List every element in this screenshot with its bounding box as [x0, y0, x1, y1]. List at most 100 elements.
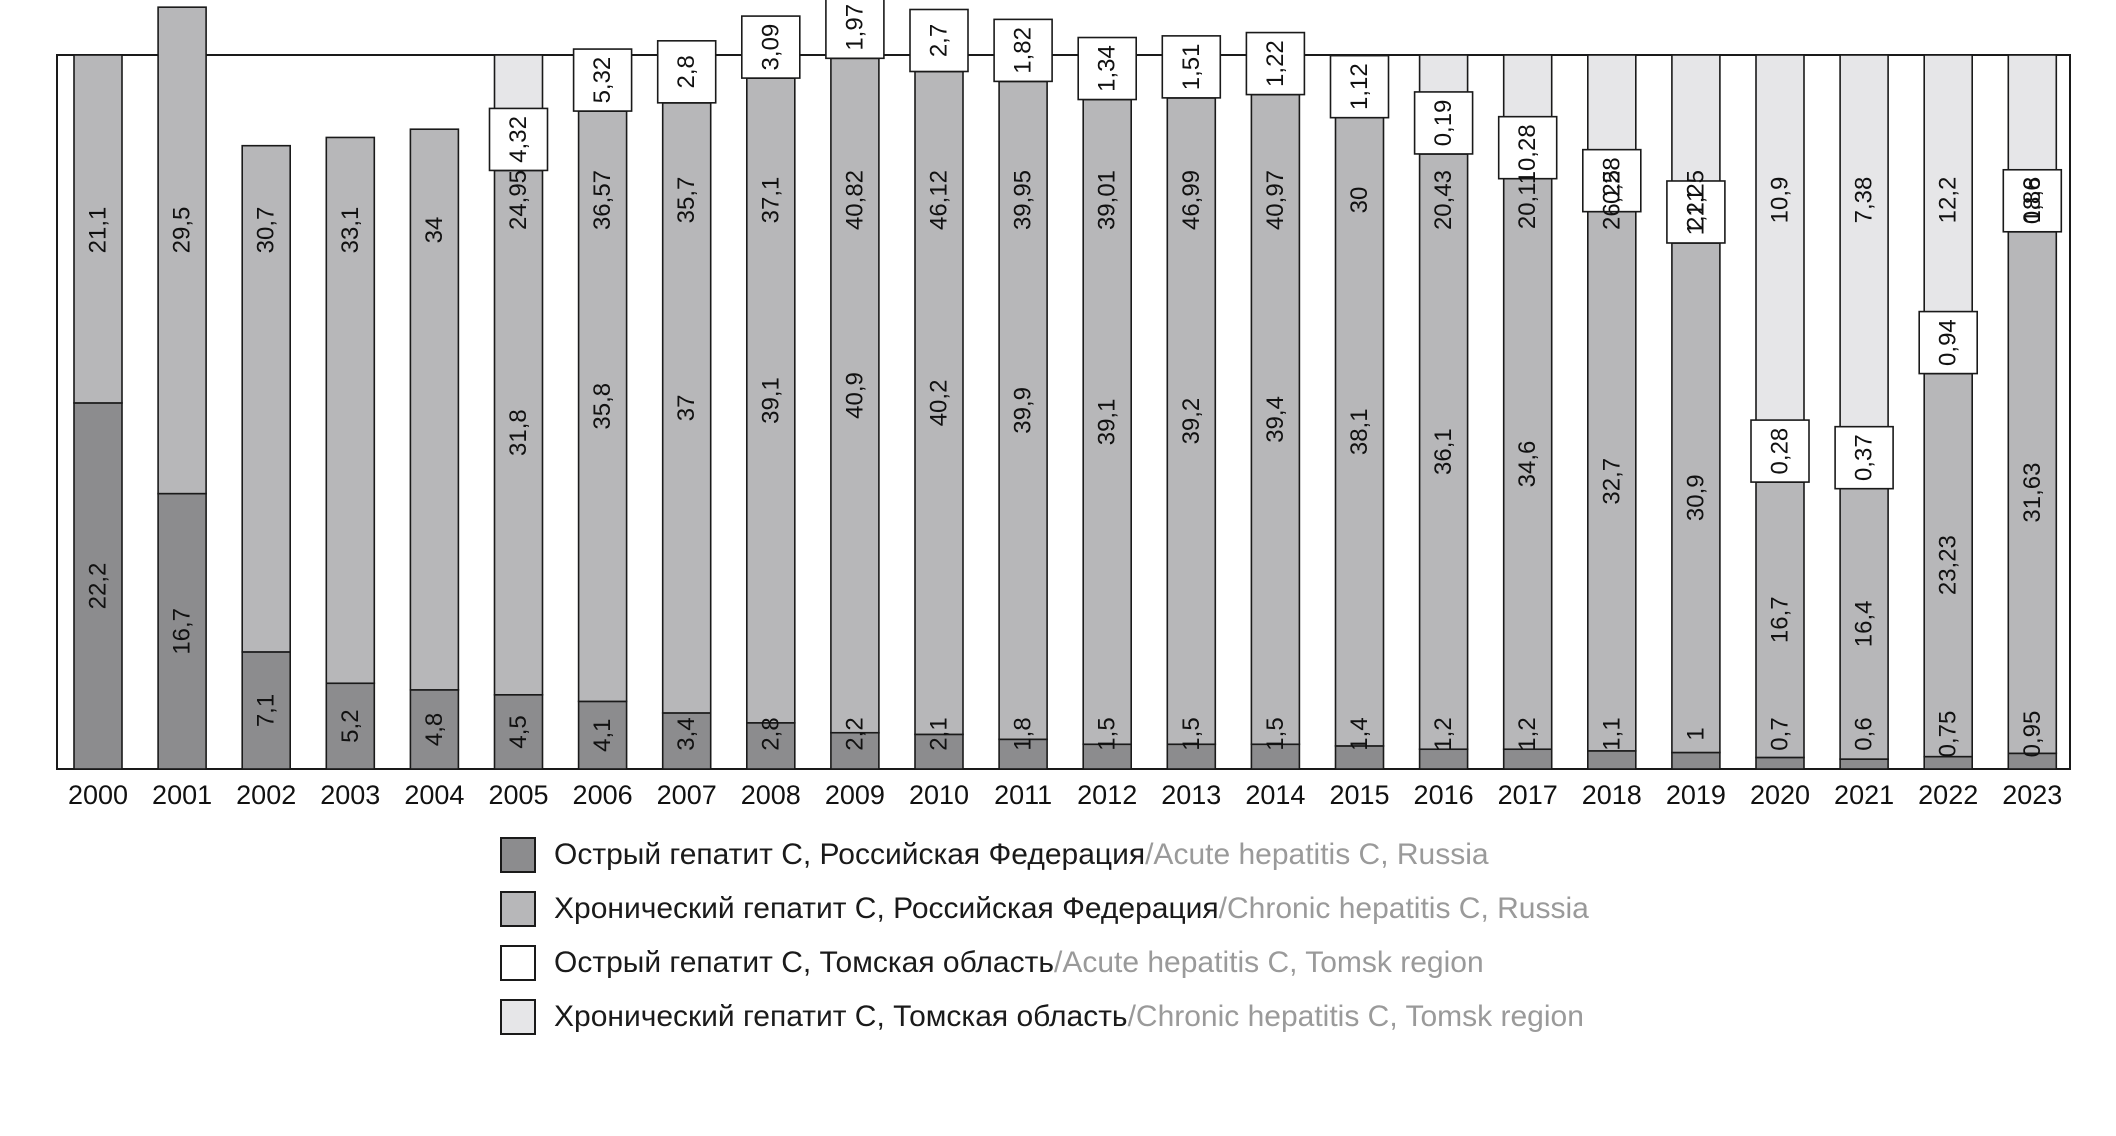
data-label-chronic-russia-2004: 34	[421, 217, 448, 244]
data-label-chronic-tomsk-2012: 39,01	[1094, 170, 1121, 230]
data-label-chronic-russia-2019: 30,9	[1682, 474, 1709, 521]
x-tick-label-2021: 2021	[1834, 780, 1894, 810]
data-label-chronic-tomsk-2013: 46,99	[1178, 170, 1205, 230]
x-tick-label-2015: 2015	[1329, 780, 1389, 810]
bar-acute-tomsk-2007	[656, 40, 717, 104]
bar-acute-russia-2017	[1502, 748, 1553, 770]
x-tick-label-2014: 2014	[1245, 780, 1305, 810]
bar-acute-tomsk-2011	[993, 18, 1053, 83]
data-label-chronic-tomsk-2014: 40,97	[1262, 170, 1289, 230]
data-label-chronic-russia-2000: 21,1	[85, 207, 112, 254]
data-label-chronic-russia-2001: 29,5	[169, 207, 196, 254]
data-label-acute-russia-2008: 2,8	[757, 717, 784, 750]
bar-acute-tomsk-2020	[1750, 419, 1810, 483]
bar-acute-russia-2005	[493, 693, 544, 770]
x-tick-label-2016: 2016	[1414, 780, 1474, 810]
bar-chronic-russia-2020	[1755, 481, 1805, 759]
data-label-acute-tomsk-2012: 1,34	[1094, 45, 1121, 92]
bar-acute-russia-2004	[409, 689, 460, 770]
data-label-acute-russia-2002: 7,1	[253, 694, 280, 727]
data-label-chronic-tomsk-2011: 39,95	[1010, 170, 1037, 230]
data-label-acute-russia-2010: 2,1	[926, 717, 953, 750]
x-tick-label-2000: 2000	[68, 780, 128, 810]
data-label-chronic-russia-2011: 39,9	[1010, 387, 1037, 434]
x-tick-label-2004: 2004	[404, 780, 464, 810]
data-label-chronic-russia-2014: 39,4	[1262, 396, 1289, 443]
legend-label-en: /Chronic hepatitis C, Tomsk region	[1127, 1000, 1584, 1033]
data-label-chronic-russia-2012: 39,1	[1094, 399, 1121, 446]
legend-swatch-acute-russia	[500, 837, 536, 873]
data-label-acute-tomsk-2006: 5,32	[589, 57, 616, 104]
data-label-acute-russia-2005: 4,5	[505, 715, 532, 748]
x-tick-label-2019: 2019	[1666, 780, 1726, 810]
bar-acute-tomsk-2016	[1413, 91, 1474, 155]
legend-item-acute-russia: Острый гепатит С, Российская Федерация/A…	[500, 828, 1589, 882]
legend-label-ru: Острый гепатит С, Российская Федерация	[554, 838, 1146, 871]
data-label-acute-russia-2009: 2,2	[841, 717, 868, 750]
bar-acute-tomsk-2022	[1918, 310, 1978, 375]
x-tick-label-2013: 2013	[1161, 780, 1221, 810]
bar-chronic-russia-2023	[2007, 230, 2058, 755]
bar-acute-russia-2019	[1671, 751, 1721, 770]
data-label-acute-russia-2018: 1,1	[1598, 717, 1625, 750]
bar-chronic-russia-2012	[1082, 98, 1132, 746]
data-label-chronic-russia-2015: 38,1	[1346, 408, 1373, 455]
data-label-acute-tomsk-2017: 0,28	[1514, 124, 1541, 171]
data-label-chronic-russia-2010: 40,2	[926, 380, 953, 427]
data-label-acute-russia-2020: 0,7	[1767, 717, 1794, 750]
data-label-acute-tomsk-2022: 0,94	[1935, 319, 1962, 366]
legend-item-acute-tomsk: Острый гепатит С, Томская область/Acute …	[500, 936, 1589, 990]
legend-item-chronic-tomsk: Хронический гепатит С, Томская область/C…	[500, 990, 1589, 1044]
data-label-acute-tomsk-2023: 0,86	[2019, 177, 2046, 224]
data-label-chronic-tomsk-2005: 24,95	[505, 170, 532, 230]
data-label-chronic-russia-2018: 32,7	[1598, 458, 1625, 505]
data-label-chronic-tomsk-2009: 40,82	[841, 170, 868, 230]
data-label-acute-tomsk-2020: 0,28	[1767, 428, 1794, 475]
legend-label-en: /Chronic hepatitis C, Russia	[1218, 892, 1589, 925]
data-label-acute-russia-2013: 1,5	[1178, 717, 1205, 750]
data-label-acute-tomsk-2015: 1,12	[1346, 63, 1373, 110]
x-tick-label-2023: 2023	[2002, 780, 2062, 810]
legend-item-chronic-russia: Хронический гепатит С, Российская Федера…	[500, 882, 1589, 936]
data-label-acute-tomsk-2019: 1,21	[1682, 189, 1709, 236]
legend-swatch-chronic-russia	[500, 891, 536, 927]
data-label-chronic-tomsk-2022: 12,2	[1935, 177, 1962, 224]
legend-label-ru: Хронический гепатит С, Томская область	[554, 1000, 1128, 1033]
bar-acute-tomsk-2008	[740, 15, 801, 79]
data-label-acute-russia-2019: 1	[1682, 727, 1709, 740]
x-tick-label-2011: 2011	[994, 780, 1052, 810]
bar-acute-tomsk-2009	[825, 0, 885, 60]
bar-acute-tomsk-2005	[488, 107, 549, 172]
bar-chronic-russia-2005	[493, 169, 544, 696]
bar-chronic-russia-2017	[1502, 177, 1553, 751]
data-label-chronic-tomsk-2018: 26,25	[1598, 170, 1625, 230]
data-label-chronic-russia-2017: 34,6	[1514, 441, 1541, 488]
bar-chronic-russia-2006	[577, 110, 628, 703]
bar-acute-tomsk-2018	[1582, 148, 1642, 213]
data-label-acute-tomsk-2008: 3,09	[757, 24, 784, 71]
x-tick-label-2003: 2003	[320, 780, 380, 810]
x-tick-label-2022: 2022	[1918, 780, 1978, 810]
bar-acute-russia-2013	[1166, 743, 1217, 770]
x-tick-label-2017: 2017	[1498, 780, 1558, 810]
bar-chronic-russia-2010	[914, 70, 964, 736]
data-label-chronic-tomsk-2017: 20,11	[1514, 171, 1541, 229]
bar-acute-tomsk-2017	[1497, 115, 1558, 180]
bar-acute-russia-2002	[241, 651, 291, 770]
data-label-chronic-russia-2008: 39,1	[757, 377, 784, 424]
legend-label-ru: Острый гепатит С, Томская область	[554, 946, 1054, 979]
bar-chronic-russia-2009	[830, 57, 880, 734]
legend-swatch-chronic-tomsk	[500, 999, 536, 1035]
bar-acute-tomsk-2019	[1666, 180, 1726, 244]
bar-chronic-russia-2021	[1839, 487, 1889, 760]
x-tick-label-2001: 2001	[152, 780, 212, 810]
bar-chronic-tomsk-2021	[1839, 54, 1889, 490]
data-label-acute-russia-2016: 1,2	[1430, 717, 1457, 750]
data-label-chronic-tomsk-2008: 37,1	[757, 177, 784, 224]
plot-frame	[56, 54, 2071, 770]
data-label-acute-russia-2004: 4,8	[421, 713, 448, 746]
stacked-bar-chart: 21,1 22,2 2000 29,5 16,7 2001 30,7 7,1 2002 33,1 5…	[56, 0, 2071, 810]
bar-chronic-russia-2007	[661, 102, 712, 714]
data-label-chronic-russia-2006: 35,8	[589, 383, 616, 430]
bar-acute-russia-2014	[1250, 743, 1301, 770]
